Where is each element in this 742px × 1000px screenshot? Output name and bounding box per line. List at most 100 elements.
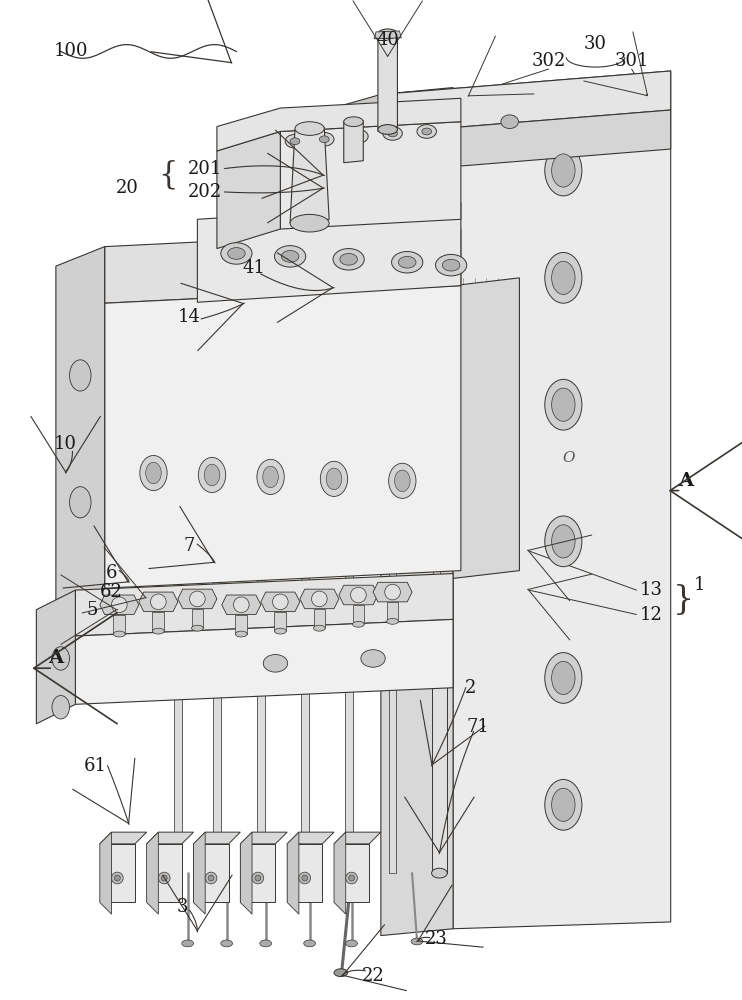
Polygon shape [56,247,105,608]
Text: 13: 13 [640,581,663,599]
Ellipse shape [340,253,358,265]
Ellipse shape [275,246,306,267]
Ellipse shape [303,940,315,947]
Ellipse shape [153,628,164,634]
Polygon shape [387,602,398,621]
Polygon shape [36,590,76,724]
Polygon shape [280,122,461,229]
Polygon shape [373,582,412,602]
Polygon shape [381,71,671,138]
Ellipse shape [501,115,519,129]
Ellipse shape [387,130,398,137]
Ellipse shape [302,875,308,881]
Ellipse shape [257,459,284,494]
Polygon shape [147,832,194,844]
Ellipse shape [352,621,364,627]
Ellipse shape [551,388,575,421]
Polygon shape [222,595,261,615]
Ellipse shape [255,875,261,881]
Polygon shape [287,844,322,902]
Ellipse shape [383,127,402,140]
Polygon shape [344,121,364,163]
Text: 201: 201 [188,160,223,178]
Ellipse shape [114,875,120,881]
Polygon shape [389,286,396,873]
Ellipse shape [545,653,582,703]
Polygon shape [300,589,339,609]
Ellipse shape [263,655,288,672]
Text: 1: 1 [695,576,706,594]
Ellipse shape [221,940,232,947]
Polygon shape [334,832,381,844]
Ellipse shape [551,661,575,695]
Ellipse shape [353,133,364,140]
Polygon shape [257,286,265,873]
Text: 62: 62 [100,583,123,601]
Ellipse shape [361,650,385,667]
Text: A: A [48,649,64,667]
Polygon shape [147,844,182,902]
Ellipse shape [299,872,311,884]
Text: 41: 41 [243,259,266,277]
Text: 202: 202 [188,183,223,201]
Ellipse shape [151,594,166,610]
Polygon shape [194,832,240,844]
Ellipse shape [432,868,447,878]
Text: 30: 30 [584,35,607,53]
Polygon shape [381,110,671,172]
Ellipse shape [319,136,329,143]
Polygon shape [334,844,369,902]
Polygon shape [105,286,461,588]
Ellipse shape [145,462,161,484]
Ellipse shape [346,872,358,884]
Text: 40: 40 [376,31,399,49]
Ellipse shape [398,256,416,268]
Text: {: { [159,160,178,191]
Polygon shape [381,88,453,936]
Polygon shape [76,574,453,636]
Ellipse shape [417,125,436,138]
Ellipse shape [326,468,342,490]
Polygon shape [287,832,299,914]
Polygon shape [261,592,300,612]
Text: O: O [562,451,574,465]
Text: 302: 302 [531,52,566,70]
Ellipse shape [411,938,423,945]
Polygon shape [345,286,352,873]
Polygon shape [453,278,519,578]
Text: 71: 71 [467,718,490,736]
Polygon shape [99,595,139,615]
Polygon shape [378,34,398,131]
Text: 14: 14 [178,308,201,326]
Ellipse shape [395,470,410,492]
Ellipse shape [387,618,398,624]
Ellipse shape [139,455,167,491]
Polygon shape [453,125,671,929]
Polygon shape [213,286,221,873]
Ellipse shape [191,625,203,631]
Text: }: } [673,584,694,616]
Ellipse shape [344,117,364,127]
Ellipse shape [204,464,220,486]
Polygon shape [99,832,111,914]
Ellipse shape [312,591,327,607]
Ellipse shape [263,466,278,488]
Ellipse shape [389,463,416,498]
Ellipse shape [52,696,70,719]
Ellipse shape [70,487,91,518]
Ellipse shape [260,940,272,947]
Polygon shape [240,844,275,902]
Text: 301: 301 [614,52,649,70]
Ellipse shape [321,461,348,496]
Polygon shape [174,286,182,873]
Ellipse shape [545,516,582,567]
Ellipse shape [252,872,263,884]
Polygon shape [235,615,247,634]
Ellipse shape [111,597,127,613]
Polygon shape [99,844,135,902]
Ellipse shape [436,254,467,276]
Polygon shape [275,612,286,631]
Polygon shape [374,31,401,39]
Polygon shape [352,605,364,624]
Polygon shape [99,832,147,844]
